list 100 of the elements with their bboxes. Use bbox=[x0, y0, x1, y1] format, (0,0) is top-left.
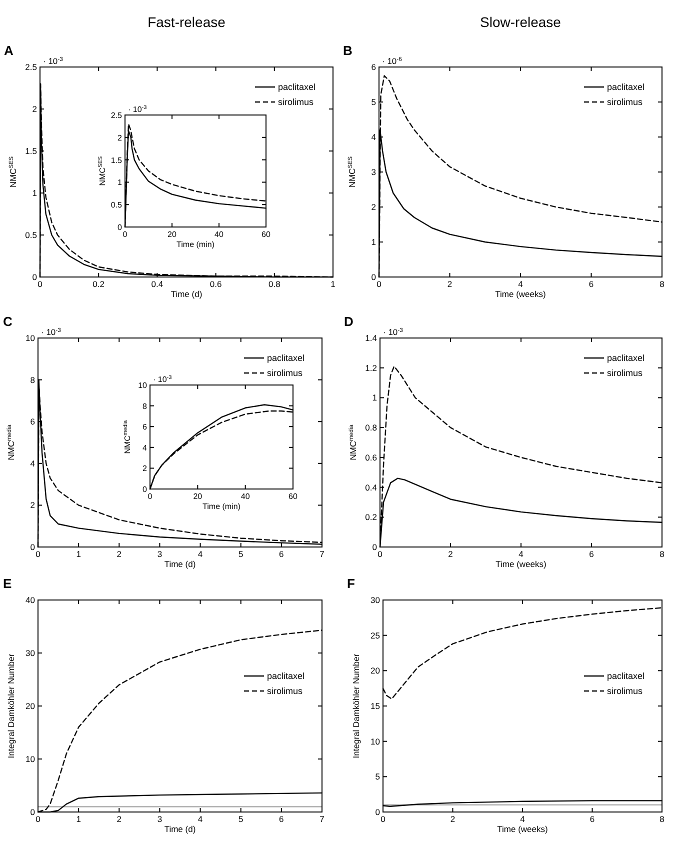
x-tick-label: 0.8 bbox=[268, 279, 281, 289]
y-tick-label: 8 bbox=[30, 374, 36, 385]
legend-label: sirolimus bbox=[607, 686, 644, 696]
y-tick-label: 2 bbox=[142, 464, 148, 474]
y-tick-label: 0.5 bbox=[110, 200, 123, 210]
y-tick-label: 1.5 bbox=[25, 146, 38, 156]
text: · 10$^{-3}$ bbox=[41, 327, 62, 337]
y-axis-title: Integral Damköhler Number bbox=[351, 654, 361, 758]
y-tick-label: 2 bbox=[371, 202, 376, 212]
y-tick-label: 1.5 bbox=[110, 156, 123, 165]
x-tick-label: 8 bbox=[660, 814, 665, 824]
legend-label: sirolimus bbox=[607, 97, 644, 107]
y-axis-title: Integral Damköhler Number bbox=[6, 654, 16, 758]
x-axis-title: Time (weeks) bbox=[497, 824, 548, 834]
x-tick-label: 7 bbox=[320, 549, 325, 559]
y-tick-label: 6 bbox=[142, 422, 148, 432]
y-tick-label: 0.2 bbox=[365, 512, 378, 522]
x-axis-title: Time (weeks) bbox=[496, 559, 547, 569]
y-tick-label: 0.4 bbox=[365, 482, 378, 492]
y-tick-label: 10 bbox=[26, 333, 36, 343]
x-tick-label: 20 bbox=[193, 492, 203, 501]
text: F bbox=[347, 576, 355, 591]
x-tick-label: 8 bbox=[660, 279, 665, 289]
x-tick-label: 60 bbox=[288, 492, 298, 501]
x-tick-label: 3 bbox=[157, 549, 162, 559]
x-axis-title: Time (min) bbox=[176, 240, 215, 249]
y-tick-label: 0.6 bbox=[365, 452, 378, 462]
x-tick-label: 4 bbox=[518, 549, 524, 559]
annotation: · 10$^{-3}$ bbox=[128, 105, 147, 114]
text: A bbox=[4, 43, 14, 58]
y-tick-label: 4 bbox=[142, 443, 148, 452]
chart-title: Slow-release bbox=[480, 14, 562, 30]
y-tick-label: 0 bbox=[371, 272, 376, 282]
y-tick-label: 2.5 bbox=[110, 111, 123, 120]
y-tick-label: 0 bbox=[118, 223, 123, 232]
text: · 10$^{-6}$ bbox=[382, 56, 403, 66]
x-tick-label: 6 bbox=[590, 814, 595, 824]
y-tick-label: 8 bbox=[142, 402, 148, 411]
y-tick-label: 40 bbox=[26, 595, 36, 605]
y-tick-label: 2.5 bbox=[25, 62, 38, 72]
x-tick-label: 40 bbox=[214, 230, 224, 239]
chart-title: Fast-release bbox=[148, 14, 226, 30]
y-tick-label: 0 bbox=[375, 807, 380, 817]
y-tick-label: 2 bbox=[118, 133, 123, 142]
y-tick-label: 1.4 bbox=[365, 333, 378, 343]
legend-label: paclitaxel bbox=[607, 353, 645, 363]
legend-label: sirolimus bbox=[267, 686, 304, 696]
x-tick-label: 6 bbox=[589, 549, 594, 559]
x-tick-label: 5 bbox=[238, 549, 244, 559]
y-tick-label: 5 bbox=[371, 97, 376, 107]
text: C bbox=[3, 314, 13, 329]
text: · 10$^{-3}$ bbox=[383, 327, 404, 337]
y-tick-label: 0 bbox=[32, 272, 38, 282]
y-tick-label: 1 bbox=[118, 178, 123, 188]
y-tick-label: 2 bbox=[32, 104, 38, 114]
x-tick-label: 3 bbox=[157, 814, 162, 824]
x-tick-label: 1 bbox=[76, 549, 82, 559]
y-tick-label: 6 bbox=[371, 62, 376, 72]
y-tick-label: 20 bbox=[26, 701, 36, 711]
y-tick-label: 0 bbox=[372, 542, 378, 552]
x-tick-label: 7 bbox=[320, 814, 325, 824]
y-tick-label: 1 bbox=[371, 237, 376, 247]
y-tick-label: 0 bbox=[30, 542, 36, 552]
legend-label: sirolimus bbox=[278, 97, 314, 107]
legend-label: sirolimus bbox=[607, 368, 644, 378]
y-tick-label: 1 bbox=[32, 188, 38, 198]
y-tick-label: 30 bbox=[370, 595, 380, 605]
x-tick-label: 4 bbox=[520, 814, 526, 824]
text: D bbox=[344, 314, 354, 329]
legend-label: paclitaxel bbox=[607, 82, 645, 92]
y-tick-label: 10 bbox=[370, 736, 380, 746]
y-tick-label: 1 bbox=[372, 392, 378, 403]
x-axis-title: Time (min) bbox=[202, 502, 241, 511]
y-tick-label: 3 bbox=[371, 167, 376, 177]
x-tick-label: 1 bbox=[330, 279, 336, 289]
y-tick-label: 0 bbox=[142, 485, 148, 494]
x-tick-label: 1 bbox=[76, 814, 82, 824]
text: B bbox=[343, 43, 352, 58]
legend-label: paclitaxel bbox=[278, 82, 316, 92]
x-tick-label: 4 bbox=[518, 279, 524, 289]
y-tick-label: 6 bbox=[30, 416, 36, 427]
text: · 10$^{-3}$ bbox=[43, 56, 64, 66]
y-tick-label: 2 bbox=[30, 500, 36, 510]
y-tick-label: 25 bbox=[370, 630, 380, 640]
y-tick-label: 5 bbox=[375, 772, 380, 782]
legend-label: paclitaxel bbox=[267, 671, 305, 681]
legend-label: paclitaxel bbox=[607, 671, 645, 681]
legend-label: paclitaxel bbox=[267, 353, 305, 363]
y-tick-label: 0 bbox=[30, 807, 36, 817]
x-axis-title: Time (weeks) bbox=[495, 289, 546, 299]
x-axis-title: Time (d) bbox=[170, 289, 202, 299]
x-axis-title: Time (d) bbox=[164, 824, 196, 834]
legend-label: sirolimus bbox=[267, 368, 304, 378]
x-tick-label: 2 bbox=[447, 279, 452, 289]
y-tick-label: 4 bbox=[371, 132, 376, 142]
x-tick-label: 0.4 bbox=[151, 279, 164, 289]
x-tick-label: 5 bbox=[238, 814, 244, 824]
x-axis-title: Time (d) bbox=[164, 559, 196, 569]
x-tick-label: 4 bbox=[198, 814, 203, 824]
x-tick-label: 6 bbox=[588, 279, 594, 289]
